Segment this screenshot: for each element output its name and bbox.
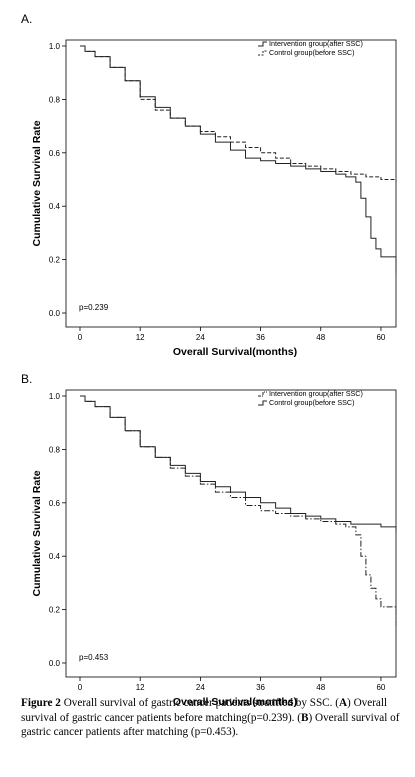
x-tick-label: 36 xyxy=(256,333,265,342)
p-value-annotation: p=0.239 xyxy=(79,303,109,312)
x-tick-label: 48 xyxy=(316,333,325,342)
series-line-2 xyxy=(80,395,397,533)
legend-swatch-1 xyxy=(258,41,267,47)
chart-b: 0.0 0.2 0.4 0.6 0.8 1.0 0 12 24 36 48 60 Overall Sur… xyxy=(31,389,397,708)
p-value-annotation: p=0.453 xyxy=(79,653,109,662)
caption-b-label: B xyxy=(301,711,309,724)
x-tick-label: 24 xyxy=(196,333,205,342)
caption-text-3: ) Overall survival of gastric cancer pat… xyxy=(21,711,400,739)
chart-a: 0.0 0.2 0.4 0.6 0.8 1.0 0 12 24 36 48 60 Overall Sur… xyxy=(31,39,397,358)
legend-label-1: Intervention group(after SSC) xyxy=(269,39,363,48)
x-axis-label: Overall Survival(months) xyxy=(173,346,297,358)
y-tick-label: 0.8 xyxy=(49,95,61,104)
series-line-1 xyxy=(80,45,397,273)
plot-frame xyxy=(65,389,397,678)
caption-a-label: A xyxy=(338,697,348,709)
y-tick-label: 0.6 xyxy=(49,499,61,508)
legend-label-1: Intervention group(after SSC) xyxy=(269,389,363,398)
x-tick-label: 0 xyxy=(78,683,83,692)
y-tick-label: 0.4 xyxy=(49,202,61,211)
legend-swatch-1 xyxy=(258,391,267,397)
y-tick-label: 0.2 xyxy=(49,256,61,265)
legend-label-2: Control group(before SSC) xyxy=(269,398,355,407)
x-tick-label: 60 xyxy=(376,683,385,692)
figure-label: Figure 2 xyxy=(21,697,61,709)
caption-text-2: ) Overall survival of gastric cancer pat… xyxy=(21,697,388,724)
y-axis-label: Cumulative Survival Rate xyxy=(31,120,43,246)
series-line-2 xyxy=(80,45,397,183)
caption-text-1: Overall survival of gastric cancer patie… xyxy=(60,697,339,709)
x-tick-label: 12 xyxy=(136,333,145,342)
y-tick-label: 0.0 xyxy=(49,659,61,668)
x-tick-label: 0 xyxy=(78,333,83,342)
x-tick-label: 48 xyxy=(316,683,325,692)
legend-swatch-2 xyxy=(258,400,267,406)
x-axis-label: Overall Survival(months) xyxy=(173,696,297,708)
panel-a-label: A. xyxy=(21,12,33,26)
y-tick-label: 1.0 xyxy=(49,42,61,51)
y-tick-label: 1.0 xyxy=(49,392,61,401)
x-tick-label: 36 xyxy=(256,683,265,692)
panel-b-label: B. xyxy=(21,372,33,386)
y-tick-label: 0.8 xyxy=(49,445,61,454)
legend-swatch-2 xyxy=(258,50,267,56)
y-tick-label: 0.6 xyxy=(49,149,61,158)
x-tick-label: 24 xyxy=(196,683,205,692)
legend-label-2: Control group(before SSC) xyxy=(269,48,355,57)
y-axis-label: Cumulative Survival Rate xyxy=(31,470,43,596)
x-tick-label: 12 xyxy=(136,683,145,692)
y-tick-label: 0.0 xyxy=(49,309,61,318)
y-tick-label: 0.2 xyxy=(49,606,61,615)
plot-frame xyxy=(65,39,397,328)
x-tick-label: 60 xyxy=(376,333,385,342)
figure-caption: Figure 2 Overall survival of gastric can… xyxy=(21,696,413,740)
y-tick-label: 0.4 xyxy=(49,552,61,561)
